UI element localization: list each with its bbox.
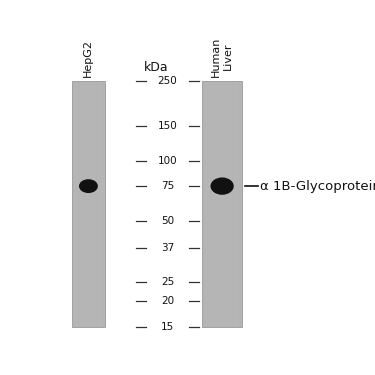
Text: 25: 25 [161,277,174,287]
Text: 20: 20 [161,296,174,306]
Text: 15: 15 [161,321,174,332]
Text: 37: 37 [161,243,174,253]
Text: 150: 150 [158,121,177,130]
Bar [202,81,242,327]
Bar [72,81,105,327]
Ellipse shape [210,177,234,195]
Text: 250: 250 [158,76,177,86]
Text: HepG2: HepG2 [83,39,93,77]
Text: 75: 75 [161,181,174,191]
Text: α 1B-Glycoprotein: α 1B-Glycoprotein [261,180,375,193]
Ellipse shape [79,179,98,193]
Text: 100: 100 [158,156,177,166]
Text: kDa: kDa [144,61,168,74]
Text: 50: 50 [161,216,174,226]
Text: Human
Liver: Human Liver [211,36,233,77]
